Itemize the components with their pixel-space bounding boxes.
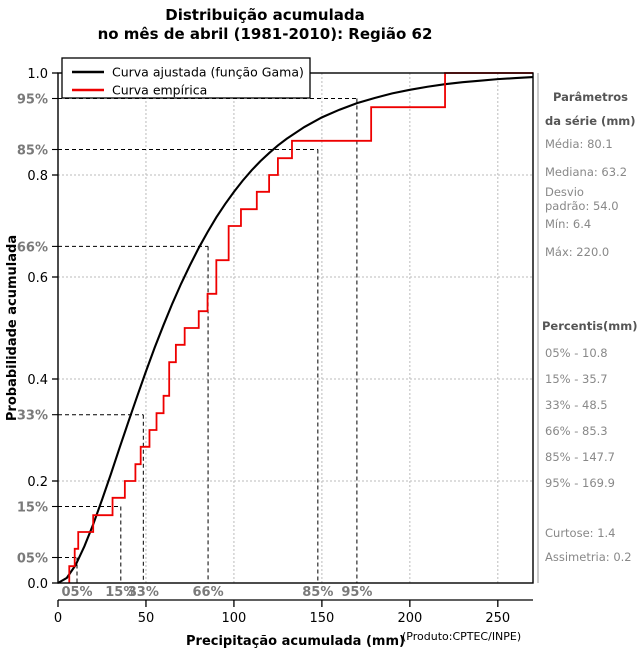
series-line-fitted	[57, 76, 534, 584]
x-tick-label: 250	[485, 611, 510, 626]
y-percentile-label: 15%	[17, 501, 48, 516]
sidebar-percentil-0: 05% - 10.8	[545, 346, 608, 360]
x-percentile-label: 85%	[302, 585, 333, 600]
plot-background	[58, 73, 533, 583]
sidebar-stat-1: Assimetria: 0.2	[545, 550, 632, 564]
sidebar-percentil-3: 66% - 85.3	[545, 424, 608, 438]
y-tick-label: 0.6	[27, 271, 48, 286]
y-percentile-label: 85%	[17, 144, 48, 159]
x-percentile-label: 66%	[193, 585, 224, 600]
sidebar-percentil-1: 15% - 35.7	[545, 372, 608, 386]
chart-title-line1: Distribuição acumulada	[165, 6, 365, 24]
x-percentile-label: 95%	[341, 585, 372, 600]
legend-label: Curva ajustada (função Gama)	[112, 65, 304, 80]
sidebar-param-4: Mín: 6.4	[545, 217, 591, 231]
y-tick-label: 0.2	[27, 475, 48, 490]
sidebar-param-1: Mediana: 63.2	[545, 165, 627, 179]
y-tick-label: 0.0	[27, 577, 48, 592]
sidebar-percentis-heading: Percentis(mm)	[542, 319, 637, 333]
x-tick-label: 50	[138, 611, 155, 626]
series-line-empirical	[68, 72, 533, 583]
sidebar-params-heading-line1: Parâmetros	[553, 90, 628, 104]
source-note: (Produto:CPTEC/INPE)	[402, 630, 521, 643]
y-tick-label: 0.4	[27, 373, 48, 388]
x-tick-label: 150	[309, 611, 334, 626]
sidebar-param-5: Máx: 220.0	[545, 245, 609, 259]
x-percentile-label: 15%	[105, 585, 136, 600]
sidebar-percentil-4: 85% - 147.7	[545, 450, 615, 464]
chart-title-line2: no mês de abril (1981-2010): Região 62	[97, 25, 433, 43]
y-percentile-label: 33%	[17, 409, 48, 424]
sidebar-stat-0: Curtose: 1.4	[545, 526, 615, 540]
y-percentile-label: 05%	[17, 552, 48, 567]
legend-label: Curva empírica	[112, 83, 207, 98]
y-percentile-label: 95%	[17, 93, 48, 108]
x-tick-label: 200	[397, 611, 422, 626]
sidebar-percentil-2: 33% - 48.5	[545, 398, 608, 412]
x-percentile-label: 05%	[61, 585, 92, 600]
sidebar-percentil-5: 95% - 169.9	[545, 476, 615, 490]
x-tick-label: 100	[222, 611, 247, 626]
y-tick-label: 1.0	[27, 67, 48, 82]
y-axis-title: Probabilidade acumulada	[5, 235, 20, 421]
sidebar-param-0: Média: 80.1	[545, 137, 613, 151]
y-tick-label: 0.8	[27, 169, 48, 184]
sidebar-params-heading-line2: da série (mm)	[545, 114, 636, 128]
chart-title: Distribuição acumulada no mês de abril (…	[0, 6, 530, 44]
y-percentile-label: 66%	[17, 240, 48, 255]
sidebar-param-2: Desvio	[545, 185, 584, 199]
x-percentile-label: 33%	[128, 585, 159, 600]
x-tick-label: 0	[54, 611, 62, 626]
legend-box	[61, 57, 311, 99]
sidebar-param-3: padrão: 54.0	[545, 199, 619, 213]
x-axis-title: Precipitação acumulada (mm)	[186, 634, 405, 649]
